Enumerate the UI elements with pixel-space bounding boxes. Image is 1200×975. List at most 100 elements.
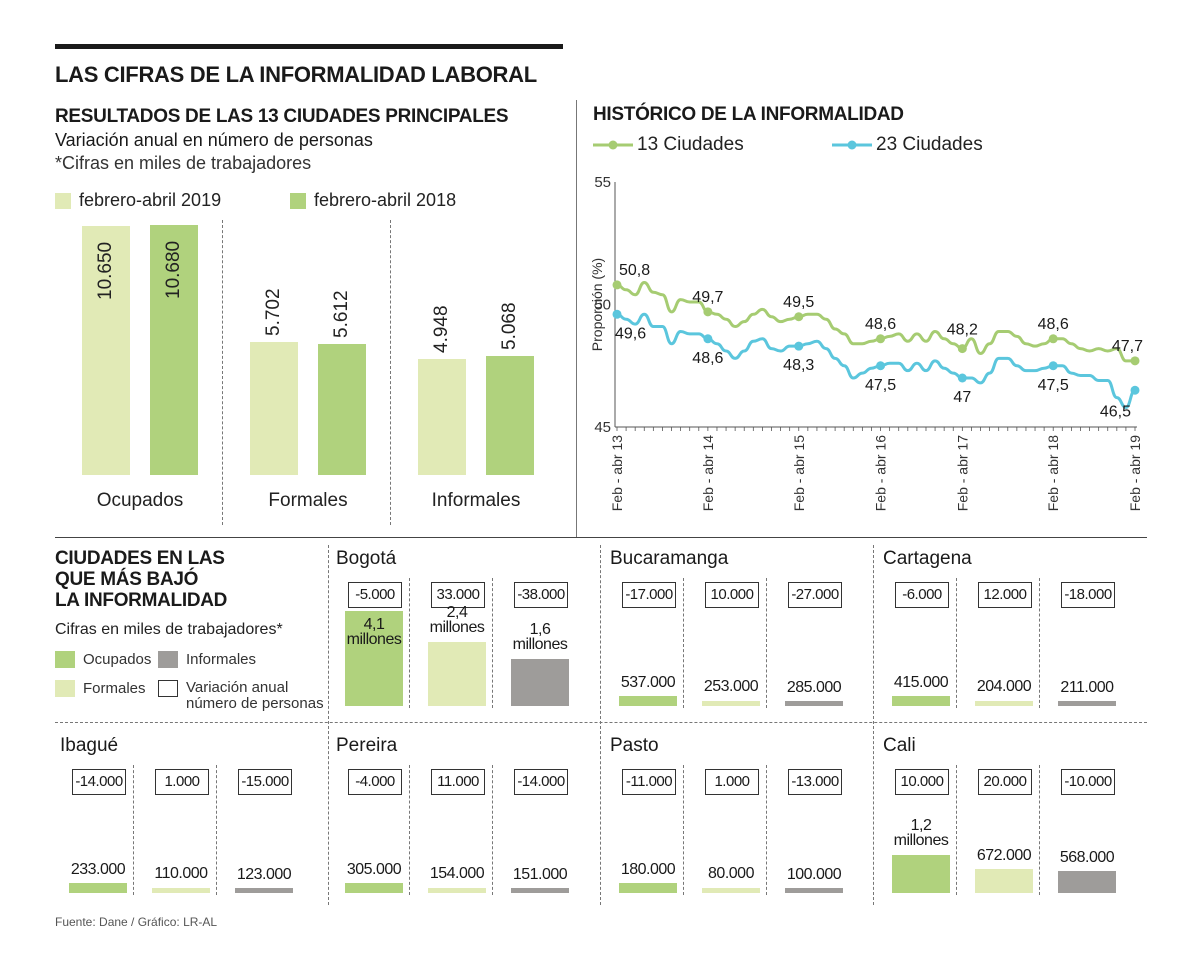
city-bar-informales bbox=[785, 701, 843, 706]
data-label: 48,3 bbox=[783, 357, 814, 374]
data-point bbox=[612, 309, 622, 319]
variation-box: -14.000 bbox=[514, 769, 568, 795]
city-bar-informales bbox=[1058, 871, 1116, 893]
city-bar-informales bbox=[1058, 701, 1116, 706]
city-bar-formales bbox=[428, 642, 486, 706]
group-divider bbox=[222, 220, 223, 525]
variation-box: 1.000 bbox=[155, 769, 209, 795]
bar-informales-2018 bbox=[486, 356, 534, 475]
x-tick-label: Feb - abr 18 bbox=[1045, 435, 1061, 511]
data-point bbox=[794, 312, 804, 322]
legend-label: Variación anual número de personas bbox=[186, 680, 324, 712]
city-column-divider bbox=[683, 578, 684, 708]
city-bar-value: 180.000 bbox=[620, 861, 676, 878]
source-note: Fuente: Dane / Gráfico: LR-AL bbox=[55, 915, 218, 929]
legend-item-2019: febrero-abril 2019 bbox=[55, 190, 221, 211]
city-name: Cartagena bbox=[883, 548, 972, 569]
cities-legend-formales: Formales bbox=[55, 680, 146, 697]
y-tick-label: 45 bbox=[594, 419, 611, 436]
city-bar-value: 672.000 bbox=[976, 847, 1032, 864]
city-bar-value: 285.000 bbox=[786, 679, 842, 696]
variation-box: -13.000 bbox=[788, 769, 842, 795]
city-bar-value: 537.000 bbox=[620, 674, 676, 691]
city-column-divider bbox=[409, 765, 410, 895]
data-label: 48,6 bbox=[865, 316, 896, 333]
city-bar-informales bbox=[785, 888, 843, 893]
data-point bbox=[1130, 356, 1140, 366]
line-section-title: HISTÓRICO DE LA INFORMALIDAD bbox=[593, 104, 904, 125]
x-tick-label: Feb - abr 17 bbox=[954, 435, 970, 511]
data-point bbox=[1048, 361, 1058, 371]
city-bar-ocupados bbox=[619, 696, 677, 706]
series-line-23-ciudades bbox=[616, 312, 1136, 409]
variation-box: -11.000 bbox=[622, 769, 676, 795]
variation-box: 12.000 bbox=[978, 582, 1032, 608]
y-tick-label: 55 bbox=[594, 174, 611, 191]
city-grid-divider bbox=[873, 545, 874, 905]
cities-section-title: CIUDADES EN LAS QUE MÁS BAJÓ LA INFORMAL… bbox=[55, 548, 227, 611]
value-line: 1,6 bbox=[529, 621, 551, 638]
city-bar-informales bbox=[511, 659, 569, 706]
variation-box: 10.000 bbox=[895, 769, 949, 795]
data-point bbox=[612, 280, 622, 290]
data-point bbox=[957, 344, 967, 354]
value-line: 4,1 bbox=[363, 616, 385, 633]
cities-legend-informales: Informales bbox=[158, 651, 256, 668]
value-line: millones bbox=[346, 631, 402, 648]
x-tick-label: Feb - abr 16 bbox=[873, 435, 889, 511]
cities-title-line: LA INFORMALIDAD bbox=[55, 590, 228, 611]
city-bar-value: 204.000 bbox=[976, 678, 1032, 695]
city-column-divider bbox=[1039, 765, 1040, 895]
category-label: Formales bbox=[268, 490, 348, 511]
city-name: Cali bbox=[883, 735, 916, 756]
data-point bbox=[876, 334, 886, 344]
city-column-divider bbox=[492, 578, 493, 708]
variation-box: -5.000 bbox=[348, 582, 402, 608]
city-bar-ocupados bbox=[345, 611, 403, 706]
variation-box: -17.000 bbox=[622, 582, 676, 608]
data-label: 49,5 bbox=[783, 294, 814, 311]
swatch-variation bbox=[158, 680, 178, 697]
variation-box: -14.000 bbox=[72, 769, 126, 795]
city-column-divider bbox=[766, 765, 767, 895]
data-point bbox=[794, 341, 804, 351]
line-legend-23: 23 Ciudades bbox=[832, 134, 983, 156]
data-label: 50,8 bbox=[619, 262, 650, 279]
city-bar-informales bbox=[511, 888, 569, 893]
data-point bbox=[1048, 334, 1058, 344]
city-grid-divider bbox=[328, 545, 329, 905]
category-label: Informales bbox=[431, 490, 521, 511]
legend-label: Ocupados bbox=[83, 651, 152, 668]
legend-label-line: número de personas bbox=[186, 695, 324, 712]
bar-formales-2018 bbox=[318, 343, 366, 475]
data-label: 47,5 bbox=[1038, 377, 1069, 394]
data-label: 47 bbox=[953, 389, 971, 406]
data-point bbox=[876, 361, 886, 371]
variation-box: -15.000 bbox=[238, 769, 292, 795]
legend-label-line: Variación anual bbox=[186, 679, 289, 696]
data-label: 48,6 bbox=[692, 350, 723, 367]
line-legend-13-icon bbox=[593, 140, 633, 150]
variation-box: 20.000 bbox=[978, 769, 1032, 795]
city-column-divider bbox=[133, 765, 134, 895]
x-tick-label: Feb - abr 14 bbox=[700, 435, 716, 511]
line-chart: 45 50 55 Proporción (%) Feb - abr 13 Feb - ab… bbox=[589, 174, 1143, 511]
variation-box: -38.000 bbox=[514, 582, 568, 608]
variation-box: -4.000 bbox=[348, 769, 402, 795]
bar-ocupados-2018 bbox=[150, 225, 198, 475]
section-divider bbox=[576, 100, 577, 538]
city-grid-divider bbox=[600, 545, 601, 905]
city-bar-value: 154.000 bbox=[429, 865, 485, 882]
line-legend-13: 13 Ciudades bbox=[593, 134, 744, 156]
city-column-divider bbox=[492, 765, 493, 895]
value-line: millones bbox=[512, 636, 568, 653]
city-bar-value: 80.000 bbox=[708, 865, 754, 882]
city-bar-value: 211.000 bbox=[1060, 679, 1114, 696]
city-grid-divider bbox=[55, 722, 1147, 723]
city-column-divider bbox=[766, 578, 767, 708]
variation-box: 1.000 bbox=[705, 769, 759, 795]
variation-box: -10.000 bbox=[1061, 769, 1115, 795]
legend-label-2019: febrero-abril 2019 bbox=[79, 190, 222, 210]
city-bar-formales bbox=[702, 701, 760, 706]
